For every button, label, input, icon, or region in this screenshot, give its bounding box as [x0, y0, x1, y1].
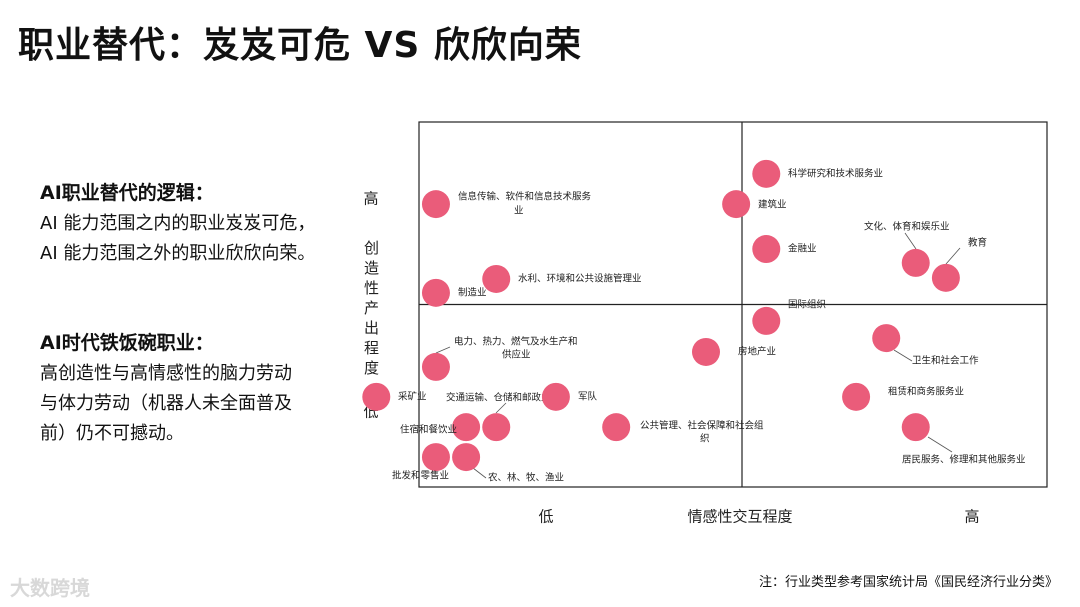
leader-line: [945, 247, 961, 265]
y-axis-label: 高: [363, 190, 378, 208]
point-label: 科学研究和技术服务业: [788, 168, 883, 180]
point-label: 交通运输、仓储和邮政业: [446, 392, 551, 404]
point: [931, 263, 960, 292]
point-label: 公共管理、社会保障和社会组: [640, 420, 764, 432]
logo: 大数跨境: [10, 576, 90, 600]
point-label: 织: [700, 433, 710, 445]
point: [421, 352, 450, 381]
leader-line: [435, 346, 451, 354]
point: [541, 382, 570, 411]
text-line: 前）仍不可撼动。: [40, 423, 184, 444]
point: [421, 278, 450, 307]
point: [482, 413, 511, 442]
leader-line: [893, 349, 913, 362]
point: [691, 337, 720, 366]
point-label: 业: [514, 206, 524, 217]
leader-line: [495, 402, 507, 414]
point: [362, 382, 391, 411]
point-label: 采矿业: [398, 391, 427, 403]
point-label: 批发和零售业: [392, 470, 449, 482]
point-label: 农、林、牧、渔业: [488, 472, 564, 484]
point-label: 卫生和社会工作: [912, 355, 979, 367]
point: [752, 159, 781, 188]
point: [872, 324, 901, 353]
point-label: 租赁和商务服务业: [888, 386, 964, 398]
point-label: 文化、体育和娱乐业: [864, 221, 950, 233]
point: [452, 443, 481, 472]
y-axis-title: 创造性产出程度: [362, 240, 380, 380]
text-line: 高创造性与高情感性的脑力劳动: [40, 363, 292, 384]
point-label: 建筑业: [758, 199, 787, 211]
point-label: 居民服务、修理和其他服务业: [902, 454, 1026, 466]
sidebar-block: AI职业替代的逻辑： AI 能力范围之内的职业岌岌可危， AI 能力范围之外的职…: [40, 178, 315, 269]
point: [752, 235, 781, 264]
point: [421, 443, 450, 472]
point-label: 教育: [968, 237, 987, 249]
point: [901, 248, 930, 277]
point: [752, 306, 781, 335]
leader-line: [472, 467, 487, 479]
point-label: 供应业: [502, 349, 531, 361]
point: [421, 190, 450, 219]
heading: AI时代铁饭碗职业：: [40, 332, 214, 354]
point-label: 房地产业: [738, 346, 776, 358]
text-line: 与体力劳动（机器人未全面普及: [40, 393, 292, 414]
footnote: 注：行业类型参考国家统计局《国民经济行业分类》: [758, 575, 1058, 590]
point-label: 金融业: [788, 243, 817, 255]
point-label: 军队: [578, 391, 598, 403]
point: [842, 382, 871, 411]
point: [482, 264, 511, 293]
point: [452, 413, 481, 442]
point-label: 水利、环境和公共设施管理业: [518, 273, 642, 285]
leader-line: [904, 232, 917, 250]
point-label: 住宿和餐饮业: [400, 424, 457, 436]
heading: AI职业替代的逻辑：: [40, 182, 214, 204]
text-line: AI 能力范围之外的职业欣欣向荣。: [40, 243, 316, 264]
x-axis-label: 低: [538, 508, 553, 526]
x-axis-title: 情感性交互程度: [687, 508, 792, 526]
sidebar-block: AI时代铁饭碗职业： 高创造性与高情感性的脑力劳动 与体力劳动（机器人未全面普及…: [40, 328, 292, 449]
point-label: 国际组织: [788, 299, 826, 311]
point-label: 信息传输、软件和信息技术服务: [458, 191, 592, 203]
point: [722, 190, 751, 219]
text-line: AI 能力范围之内的职业岌岌可危，: [40, 213, 316, 234]
point-label: 电力、热力、燃气及水生产和: [454, 336, 578, 348]
point-label: 制造业: [458, 287, 487, 299]
leader-line: [927, 436, 953, 453]
point: [901, 413, 930, 442]
x-axis-label: 高: [964, 508, 979, 526]
slide-title: 职业替代：岌岌可危 VS 欣欣向荣: [18, 25, 582, 66]
point: [602, 413, 631, 442]
